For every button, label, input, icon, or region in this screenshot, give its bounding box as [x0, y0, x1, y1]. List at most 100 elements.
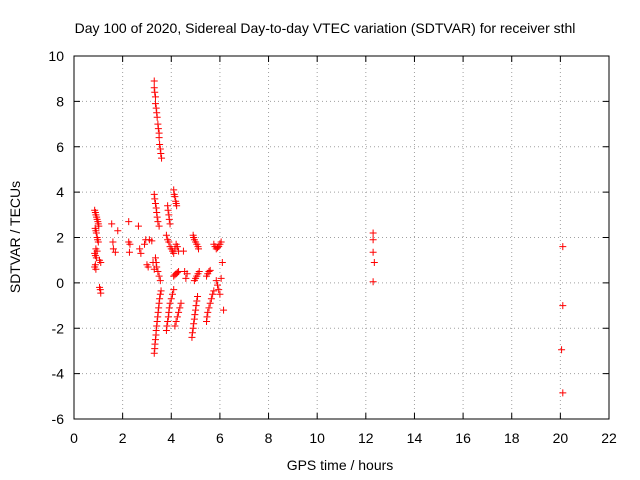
data-point: [206, 299, 214, 307]
data-point: [167, 295, 175, 303]
data-point: [148, 237, 156, 245]
data-point: [114, 227, 122, 235]
data-point: [212, 277, 220, 285]
data-point: [92, 229, 100, 237]
data-point: [195, 245, 203, 253]
data-point: [173, 243, 181, 251]
y-tick-label: 10: [48, 48, 64, 64]
data-point: [177, 299, 185, 307]
data-point: [194, 292, 202, 300]
data-point: [163, 322, 171, 330]
data-point: [165, 215, 173, 223]
data-point: [191, 311, 199, 319]
data-point: [125, 218, 133, 226]
data-point: [369, 229, 377, 237]
data-point: [151, 195, 159, 203]
data-point: [92, 265, 100, 273]
data-point: [217, 274, 225, 282]
data-point: [559, 243, 567, 251]
data-point: [192, 302, 200, 310]
data-point: [171, 193, 179, 201]
y-tick-label: 2: [56, 230, 64, 246]
data-point: [166, 299, 174, 307]
data-point: [210, 287, 218, 295]
x-tick-label: 2: [119, 430, 127, 446]
x-tick-label: 4: [167, 430, 175, 446]
x-tick-label: 20: [553, 430, 569, 446]
data-point: [151, 88, 159, 96]
data-point: [137, 249, 145, 257]
data-point: [153, 213, 161, 221]
data-point: [97, 258, 105, 266]
data-point: [95, 222, 103, 230]
data-point: [215, 286, 223, 294]
data-point: [175, 308, 183, 316]
data-point: [162, 231, 170, 239]
data-point: [182, 274, 190, 282]
data-point: [151, 254, 159, 262]
data-point: [173, 202, 181, 210]
data-point: [217, 238, 225, 246]
data-point: [218, 258, 226, 266]
data-point: [111, 248, 119, 256]
data-point: [156, 295, 164, 303]
x-tick-label: 6: [216, 430, 224, 446]
x-tick-label: 22: [601, 430, 617, 446]
y-axis-label: SDTVAR / TECUs: [7, 181, 23, 293]
data-point: [157, 287, 165, 295]
data-point: [154, 125, 162, 133]
data-point: [155, 272, 163, 280]
axis-ticks: 0 2 4 6 8 10 12 14 16 18 20 22 -6 -4 -2 0 2 4 6 8 10: [48, 48, 617, 446]
data-point: [188, 329, 196, 337]
data-point: [205, 304, 213, 312]
data-point: [156, 277, 164, 285]
x-tick-label: 8: [265, 430, 273, 446]
data-point: [558, 346, 566, 354]
data-points: [91, 77, 567, 397]
data-point: [213, 281, 221, 289]
data-point: [176, 304, 184, 312]
data-point: [195, 268, 203, 276]
data-point: [164, 206, 172, 214]
chart-title: Day 100 of 2020, Sidereal Day-to-day VTE…: [75, 20, 576, 36]
data-point: [168, 290, 176, 298]
data-point: [209, 290, 217, 298]
data-point: [170, 286, 178, 294]
grid: [74, 56, 609, 419]
data-point: [154, 268, 162, 276]
data-point: [164, 317, 172, 325]
data-point: [153, 263, 161, 271]
data-point: [370, 258, 378, 266]
data-point: [179, 247, 187, 255]
data-point: [171, 322, 179, 330]
data-point: [126, 240, 134, 248]
data-point: [155, 134, 163, 142]
data-point: [150, 77, 158, 85]
x-axis-label: GPS time / hours: [287, 457, 394, 473]
data-point: [175, 268, 183, 276]
data-point: [109, 245, 117, 253]
data-point: [173, 313, 181, 321]
x-tick-label: 18: [504, 430, 520, 446]
data-point: [165, 304, 173, 312]
data-point: [151, 100, 159, 108]
data-point: [94, 238, 102, 246]
data-point: [220, 306, 228, 314]
data-point: [166, 220, 174, 228]
data-point: [151, 93, 159, 101]
x-tick-label: 14: [407, 430, 423, 446]
data-point: [109, 238, 117, 246]
y-tick-label: 8: [56, 93, 64, 109]
y-tick-label: -6: [52, 411, 65, 427]
data-point: [144, 263, 152, 271]
data-point: [125, 248, 133, 256]
data-point: [369, 278, 377, 286]
data-point: [190, 320, 198, 328]
data-point: [136, 245, 144, 253]
data-point: [157, 150, 165, 158]
data-point: [134, 222, 142, 230]
data-point: [559, 302, 567, 310]
data-point: [207, 295, 215, 303]
data-point: [156, 290, 164, 298]
